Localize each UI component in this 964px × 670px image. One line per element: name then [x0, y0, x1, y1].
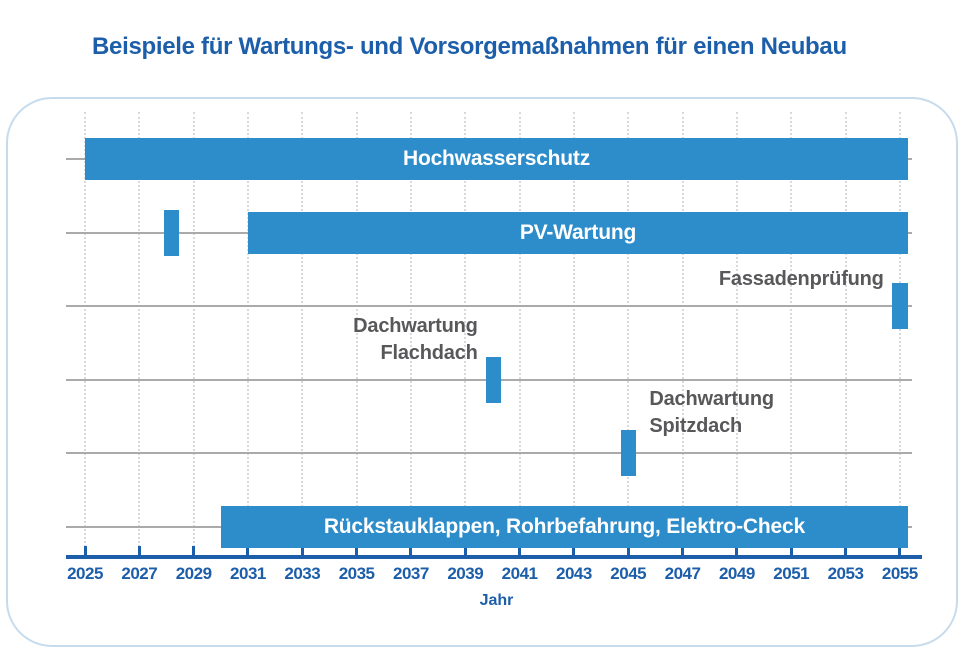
- pv-wartung-bar: [163, 209, 179, 256]
- annotation-line: Flachdach: [380, 341, 478, 364]
- tick-label: 2025: [67, 564, 103, 583]
- axis-tick: [681, 546, 685, 556]
- dachwartung-spitzdach-label: Dachwartung Spitzdach: [649, 386, 774, 440]
- annotation-line: Fassadenprüfung: [718, 268, 884, 290]
- tick-label: 2041: [501, 564, 538, 583]
- rueckstauklappen-bar: Rückstauklappen, Rohrbefahrung, Elektro-…: [220, 505, 908, 548]
- annotation-line: Dachwartung: [649, 388, 774, 410]
- row-baseline: [66, 305, 912, 307]
- tick-label: 2029: [175, 564, 212, 583]
- tick-label: 2035: [338, 564, 375, 583]
- year-gridline: [627, 112, 630, 555]
- tick-label: 2053: [827, 564, 864, 583]
- tick-label: 2031: [230, 564, 266, 583]
- axis-tick: [518, 546, 522, 556]
- axis-tick: [463, 546, 467, 556]
- axis-tick: [246, 546, 250, 556]
- year-gridline: [572, 112, 575, 555]
- year-gridline: [464, 112, 467, 555]
- chart-title: Beispiele für Wartungs- und Vorsorgemaßn…: [92, 33, 847, 60]
- year-gridline: [898, 112, 901, 555]
- x-axis-line: [66, 555, 922, 559]
- year-gridline: [138, 112, 141, 555]
- tick-label: 2043: [555, 564, 592, 583]
- year-gridline: [409, 112, 412, 555]
- year-gridline: [518, 112, 521, 555]
- year-gridline: [84, 112, 86, 555]
- fassadenpruefung-bar: [891, 283, 908, 329]
- tick-label: 2037: [393, 564, 429, 583]
- year-gridline: [844, 112, 847, 555]
- axis-tick: [898, 546, 902, 556]
- axis-tick: [844, 546, 848, 556]
- tick-label: 2047: [664, 564, 701, 583]
- dachwartung-flachdach-label: Dachwartung Flachdach: [353, 313, 478, 367]
- year-gridline: [355, 112, 358, 555]
- tick-label: 2039: [447, 564, 484, 583]
- axis-tick: [83, 546, 87, 556]
- tick-label: 2027: [121, 564, 158, 583]
- axis-tick: [137, 546, 141, 556]
- hochwasserschutz-bar-label: Hochwasserschutz: [402, 147, 591, 170]
- axis-tick: [300, 546, 304, 556]
- dachwartung-spitzdach-bar: [621, 430, 637, 476]
- tick-label: 2045: [610, 564, 647, 583]
- row-baseline: [66, 452, 912, 454]
- year-gridline: [301, 112, 304, 555]
- pv-wartung-bar-label: PV-Wartung: [519, 220, 637, 244]
- annotation-line: Dachwartung: [353, 314, 478, 337]
- axis-tick: [355, 546, 359, 556]
- pv-wartung-bar: PV-Wartung: [247, 211, 908, 254]
- dachwartung-flachdach-bar: [485, 356, 501, 403]
- year-gridline: [246, 112, 249, 555]
- year-gridline: [192, 112, 195, 555]
- chart-panel: [6, 97, 958, 647]
- year-gridline: [735, 112, 738, 555]
- axis-tick: [789, 546, 793, 556]
- axis-tick: [626, 546, 630, 556]
- axis-tick: [409, 546, 413, 556]
- rueckstauklappen-bar-label: Rückstauklappen, Rohrbefahrung, Elektro-…: [323, 514, 805, 538]
- axis-tick: [192, 546, 196, 556]
- year-gridline: [681, 112, 684, 555]
- annotation-line: Spitzdach: [649, 415, 743, 437]
- tick-label: 2049: [718, 564, 755, 583]
- axis-tick: [572, 546, 576, 556]
- x-axis-title: Jahr: [479, 592, 514, 609]
- hochwasserschutz-bar: Hochwasserschutz: [85, 138, 908, 180]
- tick-label: 2055: [881, 564, 918, 583]
- axis-tick: [735, 546, 739, 556]
- fassadenpruefung-label: Fassadenprüfung: [719, 266, 884, 293]
- year-gridline: [790, 112, 793, 555]
- tick-label: 2033: [284, 564, 321, 583]
- tick-label: 2051: [773, 564, 810, 583]
